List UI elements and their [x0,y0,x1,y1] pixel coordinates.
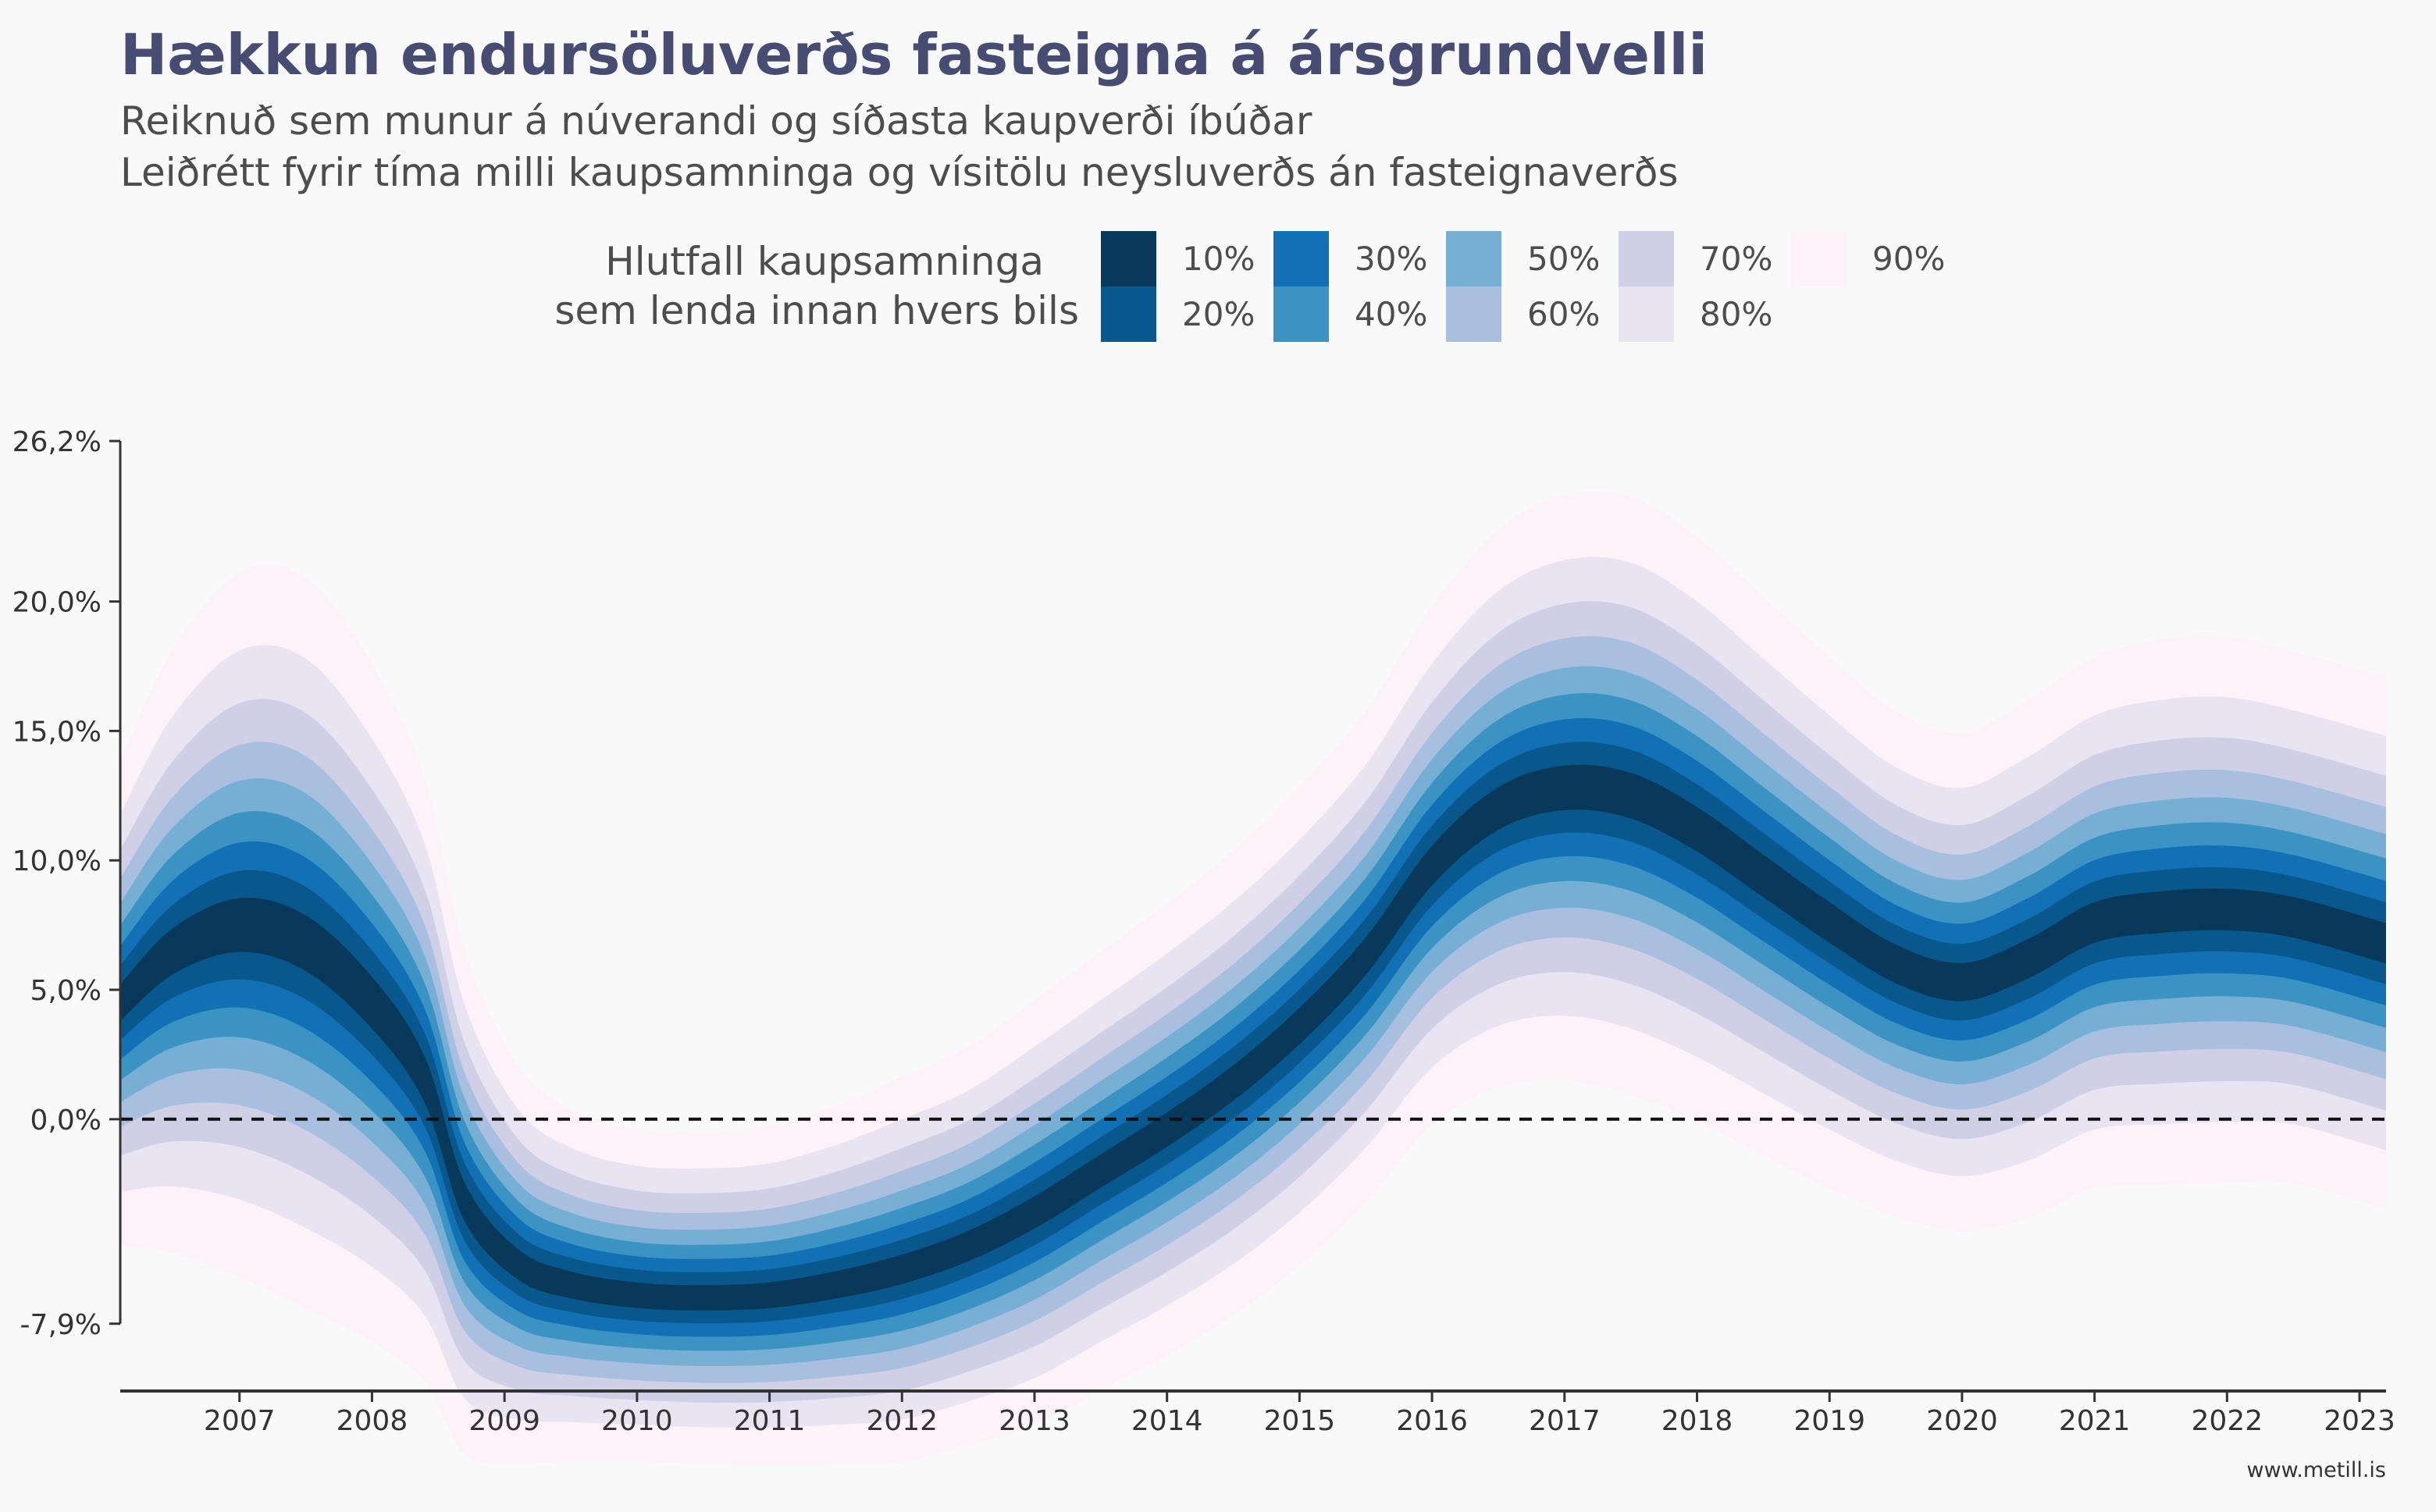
y-tick-label: 26,2% [12,426,102,458]
band-20pct [120,742,2386,1324]
legend-title-line-1: Hlutfall kaupsamninga [605,239,1044,284]
band-30pct [120,718,2386,1337]
x-tick-label: 2011 [734,1405,806,1437]
legend-label: 80% [1700,295,1772,333]
chart-subtitle-line-1: Reiknuð sem munur á núverandi og síðasta… [120,98,1312,144]
legend-label: 60% [1527,295,1600,333]
x-tick-label: 2017 [1529,1405,1601,1437]
legend-swatch-40pct [1273,286,1329,342]
legend-swatch-30pct [1273,231,1329,286]
x-tick-label: 2021 [2059,1405,2131,1437]
chart-title: Hækkun endursöluverðs fasteigna á ársgru… [120,22,1708,87]
x-tick-label: 2018 [1661,1405,1733,1437]
legend-swatch-70pct [1619,231,1674,286]
x-tick-label: 2012 [866,1405,938,1437]
band-10pct [120,764,2386,1311]
legend-label: 30% [1355,240,1427,278]
y-tick-label: 10,0% [12,845,102,877]
x-tick-label: 2007 [204,1405,276,1437]
legend-label: 70% [1700,240,1772,278]
x-tick-label: 2016 [1396,1405,1468,1437]
legend-swatch-10pct [1101,231,1156,286]
x-tick-label: 2010 [601,1405,673,1437]
legend-label: 10% [1182,240,1255,278]
y-axis: -7,9% 0,0% 5,0% 10,0% 15,0% 20,0% 26,2% [12,426,122,1341]
x-tick-label: 2008 [337,1405,408,1437]
legend-swatch-60pct [1446,286,1501,342]
chart-subtitle-line-2: Leiðrétt fyrir tíma milli kaupsamninga o… [120,150,1679,195]
legend-items: 10% 20% 30% 40% 50% 60% 70% 80% 90% [1101,231,1945,342]
y-tick-label: 5,0% [30,975,102,1007]
source-footer: www.metill.is [2246,1458,2386,1482]
interval-bands [120,491,2386,1465]
x-tick-label: 2013 [999,1405,1070,1437]
x-tick-label: 2020 [1926,1405,1998,1437]
legend-label: 90% [1872,240,1945,278]
legend-swatch-20pct [1101,286,1156,342]
y-tick-label: 0,0% [30,1105,102,1137]
legend-label: 50% [1527,240,1600,278]
y-tick-label: -7,9% [20,1309,102,1341]
legend-swatch-50pct [1446,231,1501,286]
x-tick-label: 2014 [1131,1405,1203,1437]
legend-swatch-90pct [1791,231,1847,286]
legend: Hlutfall kaupsamninga sem lenda innan hv… [554,231,1945,342]
x-tick-label: 2009 [468,1405,540,1437]
x-tick-label: 2019 [1793,1405,1865,1437]
x-tick-label: 2015 [1264,1405,1336,1437]
y-tick-label: 15,0% [12,716,102,748]
legend-title-line-2: sem lenda innan hvers bils [554,288,1079,333]
legend-label: 20% [1182,295,1255,333]
x-tick-label: 2022 [2192,1405,2263,1437]
y-tick-label: 20,0% [12,587,102,619]
x-axis: 2007 2008 2009 2010 2011 2012 2013 2014 2015 2016… [120,1389,2395,1437]
legend-label: 40% [1355,295,1427,333]
legend-swatch-80pct [1619,286,1674,342]
x-tick-label: 2023 [2324,1405,2395,1437]
